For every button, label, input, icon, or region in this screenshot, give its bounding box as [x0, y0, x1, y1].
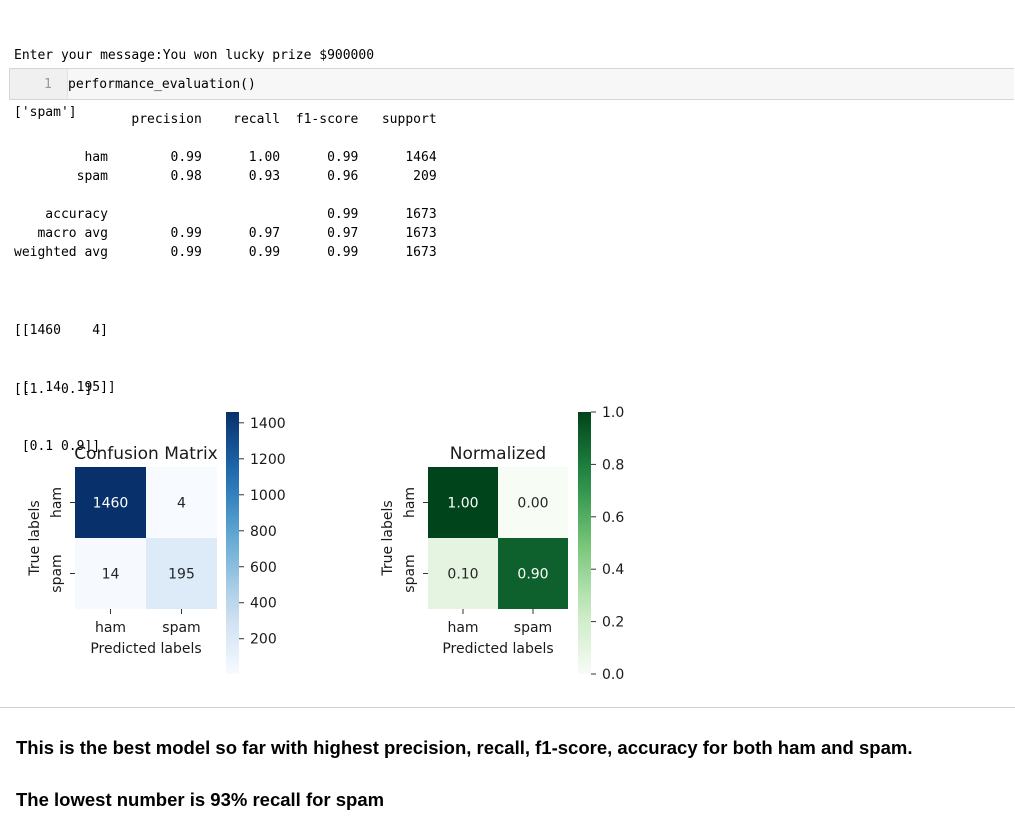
heatmap-title: Confusion Matrix	[74, 444, 218, 464]
line-number: 1	[44, 77, 52, 92]
report-spacer	[14, 129, 437, 148]
colorbar-tick-label: 200	[250, 632, 277, 648]
colorbar-tick-label: 0.0	[602, 667, 624, 683]
heatmap-cell	[498, 538, 568, 609]
report-row: accuracy 0.99 1673	[14, 207, 437, 222]
cell-annotation: 1460	[93, 496, 129, 512]
colorbar-tick-label: 0.8	[602, 457, 624, 473]
markdown-lowest-line: The lowest number is 93% recall for spam	[16, 789, 385, 810]
y-axis-label: True labels	[380, 500, 396, 576]
x-tick-label: spam	[514, 620, 552, 636]
heatmap-cell	[75, 538, 146, 609]
confusion-matrix-text: [[1460 4] [ 14 195]]	[14, 283, 116, 416]
x-tick-label: ham	[95, 620, 126, 636]
heatmap-cell	[146, 538, 217, 609]
cell-annotation: 4	[177, 496, 186, 512]
report-spacer	[14, 186, 437, 205]
colorbar	[226, 412, 239, 674]
colorbar-tick-label: 1200	[250, 452, 286, 468]
colorbar-tick-label: 600	[250, 560, 277, 576]
report-row: macro avg 0.99 0.97 0.97 1673	[14, 226, 437, 241]
y-tick-label: spam	[402, 554, 418, 592]
cell-annotation: 0.10	[447, 567, 478, 583]
y-tick-label: spam	[49, 554, 65, 592]
prediction-result-line: ['spam']	[14, 105, 77, 120]
colorbar-tick-label: 0.4	[602, 562, 624, 578]
x-axis-label: Predicted labels	[90, 641, 201, 657]
matrix-row: [[1460 4]	[14, 323, 108, 338]
colorbar	[578, 412, 591, 674]
cell-output-input-echo: Enter your message:You won lucky prize $…	[14, 8, 374, 141]
y-tick-label: ham	[49, 487, 65, 518]
x-tick-label: spam	[162, 620, 200, 636]
y-axis-label: True labels	[27, 500, 43, 576]
heatmap-figure: 1460 4 14 195 Confusion Matrix ham spam Predict…	[27, 405, 624, 683]
colorbar-tick-label: 0.6	[602, 510, 624, 526]
input-prompt-line: Enter your message:You won lucky prize $…	[14, 48, 375, 63]
colorbar-tick-label: 1400	[250, 416, 286, 432]
colorbar-tick-label: 400	[250, 596, 277, 612]
y-tick-label: ham	[402, 487, 418, 518]
markdown-conclusion-line: This is the best model so far with highe…	[16, 737, 913, 758]
cell-divider	[0, 707, 1015, 708]
classification-report: precision recall f1-score support ham 0.…	[14, 110, 437, 262]
report-row: ham 0.99 1.00 0.99 1464	[14, 150, 437, 165]
heatmap-normalized: 1.00 0.00 0.10 0.90 Normalized ham spam Predict…	[380, 405, 624, 683]
report-row: weighted avg 0.99 0.99 0.99 1673	[14, 245, 437, 260]
heatmap-cell	[75, 467, 146, 538]
matrix-row: [ 14 195]]	[14, 380, 116, 395]
colorbar-tick-label: 1000	[250, 488, 286, 504]
cell-annotation: 195	[168, 567, 195, 583]
matrix-row: [0.1 0.9]]	[14, 439, 101, 454]
normalized-matrix-text: [[1. 0. ] [0.1 0.9]]	[14, 342, 100, 475]
cell-annotation: 0.90	[517, 567, 548, 583]
heatmap-cell	[498, 467, 568, 538]
colorbar-tick-label: 800	[250, 524, 277, 540]
colorbar-tick-label: 0.2	[602, 615, 624, 631]
report-header: precision recall f1-score support	[14, 112, 437, 127]
cell-annotation: 14	[102, 567, 120, 583]
heatmap-confusion-matrix: 1460 4 14 195 Confusion Matrix ham spam Predict…	[27, 412, 286, 674]
cell-annotation: 0.00	[517, 496, 548, 512]
report-row: spam 0.98 0.93 0.96 209	[14, 169, 437, 184]
code-cell[interactable]: 1 performance_evaluation()	[9, 68, 1014, 100]
code-editor-line[interactable]: performance_evaluation()	[68, 77, 256, 92]
line-number-gutter	[10, 69, 68, 99]
heatmap-cell	[146, 467, 217, 538]
matrix-row: [[1. 0. ]	[14, 382, 93, 397]
heatmap-cell	[428, 467, 498, 538]
x-axis-label: Predicted labels	[442, 641, 553, 657]
heatmap-cell	[428, 538, 498, 609]
colorbar-tick-label: 1.0	[602, 405, 624, 421]
heatmap-title: Normalized	[450, 444, 546, 464]
cell-annotation: 1.00	[447, 496, 478, 512]
x-tick-label: ham	[447, 620, 478, 636]
